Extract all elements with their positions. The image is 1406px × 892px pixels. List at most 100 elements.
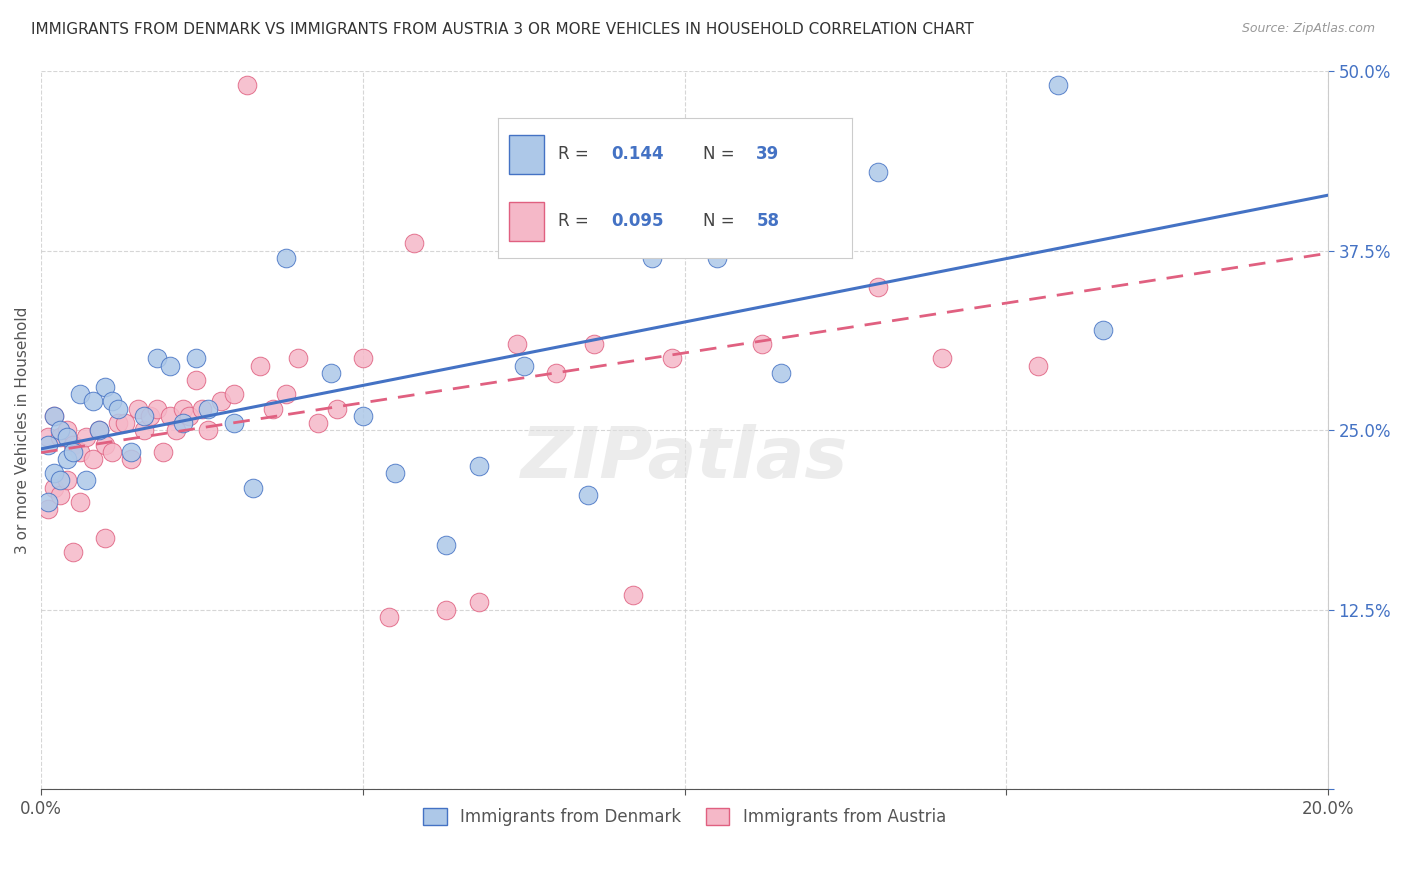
Point	[274, 251, 297, 265]
Point	[249, 359, 271, 373]
Point	[132, 423, 155, 437]
Point	[224, 387, 246, 401]
Point	[107, 416, 129, 430]
Point	[404, 236, 426, 251]
Point	[352, 351, 374, 366]
Point	[120, 451, 142, 466]
Point	[37, 502, 59, 516]
Point	[42, 409, 65, 423]
Point	[120, 444, 142, 458]
Point	[177, 409, 200, 423]
Point	[184, 373, 207, 387]
Point	[37, 495, 59, 509]
Point	[931, 351, 953, 366]
Point	[69, 495, 91, 509]
Point	[1046, 78, 1069, 93]
Point	[287, 351, 309, 366]
Point	[42, 481, 65, 495]
Point	[101, 394, 124, 409]
Point	[307, 416, 329, 430]
Point	[1091, 323, 1114, 337]
Point	[209, 394, 232, 409]
Point	[107, 401, 129, 416]
Text: ZIPatlas: ZIPatlas	[520, 425, 848, 493]
Point	[42, 409, 65, 423]
Point	[184, 351, 207, 366]
Point	[159, 409, 181, 423]
Point	[641, 251, 664, 265]
Point	[172, 416, 194, 430]
Point	[583, 337, 606, 351]
Point	[436, 602, 458, 616]
Point	[544, 366, 567, 380]
Point	[101, 444, 124, 458]
Point	[262, 401, 284, 416]
Text: IMMIGRANTS FROM DENMARK VS IMMIGRANTS FROM AUSTRIA 3 OR MORE VEHICLES IN HOUSEHO: IMMIGRANTS FROM DENMARK VS IMMIGRANTS FR…	[31, 22, 974, 37]
Point	[132, 409, 155, 423]
Point	[512, 359, 534, 373]
Point	[621, 588, 644, 602]
Point	[42, 467, 65, 481]
Point	[197, 401, 219, 416]
Point	[69, 444, 91, 458]
Text: Source: ZipAtlas.com: Source: ZipAtlas.com	[1241, 22, 1375, 36]
Point	[56, 423, 79, 437]
Point	[506, 337, 529, 351]
Point	[139, 409, 162, 423]
Point	[326, 401, 349, 416]
Point	[436, 538, 458, 552]
Point	[114, 416, 136, 430]
Point	[56, 474, 79, 488]
Point	[706, 251, 728, 265]
Point	[75, 430, 97, 444]
Point	[87, 423, 110, 437]
Point	[770, 366, 793, 380]
Point	[62, 444, 84, 458]
Point	[87, 423, 110, 437]
Point	[576, 488, 599, 502]
Point	[224, 416, 246, 430]
Point	[94, 437, 117, 451]
Point	[467, 458, 489, 473]
Point	[49, 474, 72, 488]
Point	[751, 337, 773, 351]
Point	[467, 595, 489, 609]
Point	[146, 351, 169, 366]
Point	[37, 437, 59, 451]
Point	[69, 387, 91, 401]
Point	[82, 394, 104, 409]
Y-axis label: 3 or more Vehicles in Household: 3 or more Vehicles in Household	[15, 307, 30, 554]
Point	[56, 430, 79, 444]
Point	[172, 401, 194, 416]
Point	[127, 401, 149, 416]
Point	[866, 279, 889, 293]
Point	[37, 430, 59, 444]
Point	[191, 401, 214, 416]
Point	[242, 481, 264, 495]
Point	[1028, 359, 1050, 373]
Point	[82, 451, 104, 466]
Point	[274, 387, 297, 401]
Point	[319, 366, 342, 380]
Point	[377, 610, 399, 624]
Point	[62, 437, 84, 451]
Point	[159, 359, 181, 373]
Point	[49, 423, 72, 437]
Point	[146, 401, 169, 416]
Point	[94, 531, 117, 545]
Point	[866, 164, 889, 178]
Point	[661, 351, 683, 366]
Point	[49, 430, 72, 444]
Point	[236, 78, 259, 93]
Point	[62, 545, 84, 559]
Legend: Immigrants from Denmark, Immigrants from Austria: Immigrants from Denmark, Immigrants from…	[415, 800, 955, 835]
Point	[384, 467, 406, 481]
Point	[801, 178, 824, 193]
Point	[706, 121, 728, 136]
Point	[152, 444, 174, 458]
Point	[94, 380, 117, 394]
Point	[56, 451, 79, 466]
Point	[75, 474, 97, 488]
Point	[352, 409, 374, 423]
Point	[165, 423, 187, 437]
